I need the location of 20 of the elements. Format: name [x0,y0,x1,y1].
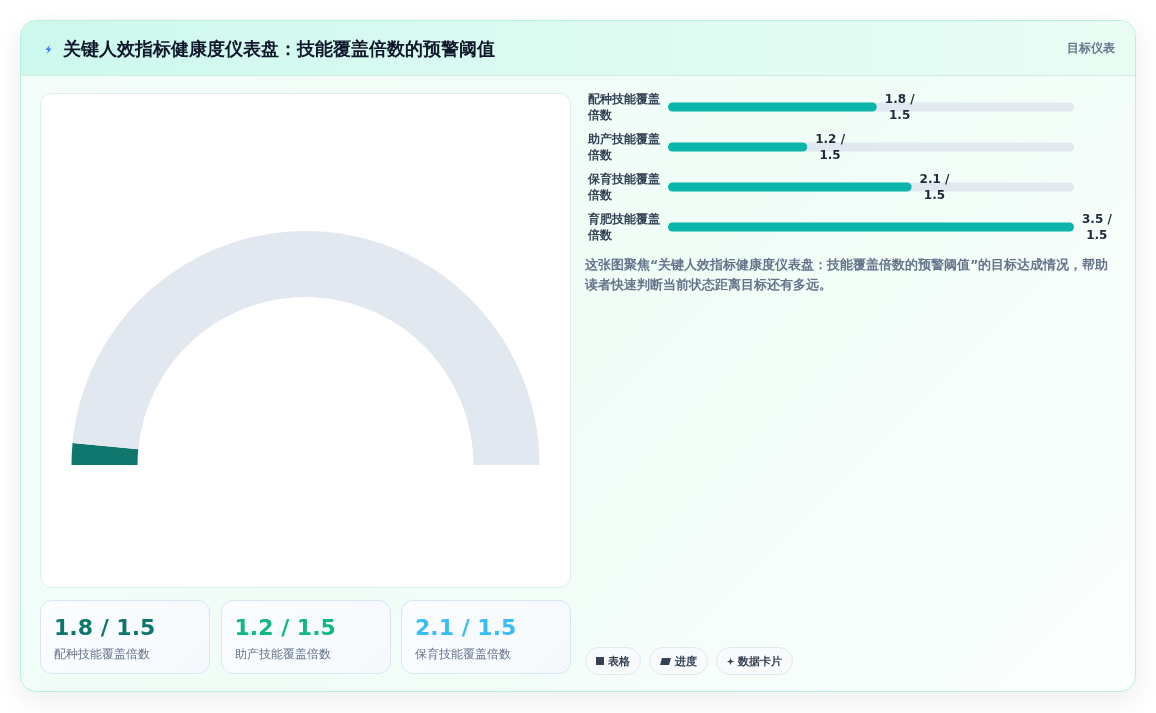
category-label: 配种技能覆盖倍数 [54,647,150,662]
text: 数据卡片 [738,653,782,669]
text: 2.1 / 1.5 [415,615,517,640]
y-tick-label: 助产技能覆盖倍数 [587,132,660,162]
chart-title: 关键人效指标健康度仪表盘：技能覆盖倍数的预警阈值 [63,37,495,61]
text: 表格 [608,653,630,669]
y-tick-label: 保育技能覆盖倍数 [587,172,660,202]
category-label: 助产技能覆盖倍数 [234,647,331,662]
text: 这张图聚焦“关键人效指标健康度仪表盘：技能覆盖倍数的预警阈值”的目标达成情况，帮助读者快速判断当前状态距离目标还有多远。 [585,256,1110,294]
text: 1.2 / 1.5 [234,615,336,640]
y-tick-label: 育肥技能覆盖倍数 [587,212,660,242]
data-label: 3.5 / 1.5 [1082,212,1113,242]
text: 1.8 / 1.5 [54,615,156,640]
text: 目标仪表 [1067,41,1115,55]
text: 进度 [675,653,697,669]
data-label: 1.2 / 1.5 [815,132,846,162]
data-label: 2.1 / 1.5 [919,172,951,202]
data-label: 1.8 / 1.5 [884,92,916,122]
category-label: 保育技能覆盖倍数 [415,647,511,662]
y-tick-label: 配种技能覆盖倍数 [587,92,660,122]
